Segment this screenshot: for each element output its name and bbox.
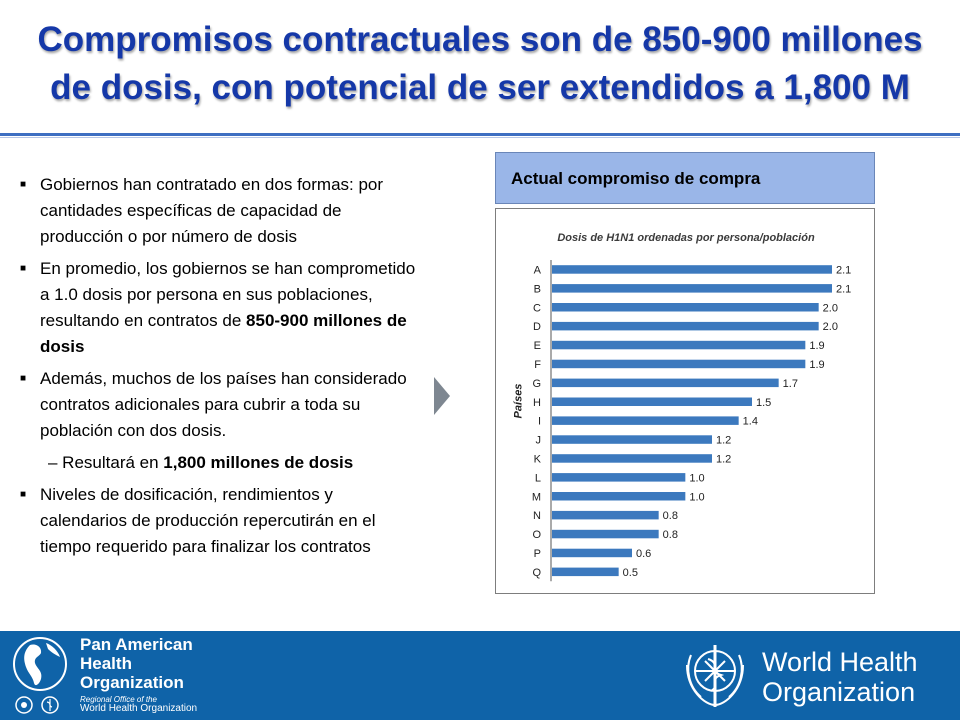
title-divider-light <box>0 137 960 138</box>
value-label: 0.6 <box>636 548 651 560</box>
value-label: 1.9 <box>809 340 824 352</box>
who-name: World Health Organization <box>762 647 918 707</box>
value-label: 1.7 <box>783 378 798 390</box>
value-label: 1.2 <box>716 435 731 447</box>
value-label: 0.5 <box>623 567 638 579</box>
value-label: 1.2 <box>716 453 731 465</box>
value-label: 1.4 <box>743 416 758 428</box>
paho-seal-icon <box>15 696 33 714</box>
title-line-1: Compromisos contractuales son de 850-900… <box>37 20 923 59</box>
bar <box>552 548 632 558</box>
who-emblem-icon <box>686 645 744 707</box>
category-label: C <box>533 302 541 314</box>
bar <box>552 435 712 444</box>
value-label: 2.1 <box>836 283 851 295</box>
bullet-item: ■ En promedio, los gobiernos se han comp… <box>20 256 420 360</box>
bar <box>552 454 712 463</box>
panel-header: Actual compromiso de compra <box>495 152 875 204</box>
value-label: 0.8 <box>663 510 678 522</box>
bullet-item: ■ Niveles de dosificación, rendimientos … <box>20 482 420 560</box>
category-label: N <box>533 510 541 522</box>
value-label: 1.9 <box>809 359 824 371</box>
chart-panel: Dosis de H1N1 ordenadas por persona/pobl… <box>495 208 875 594</box>
bar-chart: A 2.1 B 2.1 C 2.0 D 2.0 E 1.9 F 1.9 G 1.7 H 1.5 I 1.4 J 1.2… <box>532 260 851 582</box>
footer-bar: Pan American Health Organization Regiona… <box>0 631 960 720</box>
slide-title: Compromisos contractuales son de 850-900… <box>0 16 960 112</box>
category-label: K <box>534 453 542 465</box>
value-label: 1.0 <box>689 472 704 484</box>
bar <box>552 284 832 293</box>
category-label: J <box>536 435 542 447</box>
category-label: F <box>534 359 541 371</box>
bullet-item: ■ Además, muchos de los países han consi… <box>20 366 420 444</box>
square-bullet-icon: ■ <box>20 373 27 384</box>
value-label: 2.1 <box>836 264 851 276</box>
sub-bullet-item: – Resultará en 1,800 millones de dosis <box>48 453 354 472</box>
bar <box>552 303 819 312</box>
title-divider <box>0 133 960 136</box>
category-label: P <box>534 548 541 560</box>
bar <box>552 567 619 577</box>
category-label: M <box>532 491 541 503</box>
bar <box>552 359 806 369</box>
category-label: G <box>532 378 541 390</box>
category-label: Q <box>532 567 541 579</box>
value-label: 2.0 <box>823 302 838 314</box>
paho-name: Pan American Health Organization <box>80 635 193 692</box>
globe-icon <box>13 637 67 691</box>
category-label: L <box>535 472 541 484</box>
square-bullet-icon: ■ <box>20 489 27 500</box>
bar <box>552 492 686 501</box>
bullet-item: ■ Gobiernos han contratado en dos formas… <box>20 172 420 250</box>
bar <box>552 473 686 482</box>
bar <box>552 321 819 331</box>
bar <box>552 416 739 425</box>
category-label: B <box>534 283 541 295</box>
category-label: H <box>533 397 541 409</box>
bullet-list: ■ Gobiernos han contratado en dos formas… <box>20 172 420 566</box>
category-label: O <box>532 529 541 541</box>
bar <box>552 265 832 274</box>
value-label: 1.0 <box>689 491 704 503</box>
who-seal-small-icon <box>41 696 59 714</box>
value-label: 0.8 <box>663 529 678 541</box>
category-label: I <box>538 416 541 428</box>
category-label: A <box>534 264 542 276</box>
category-label: E <box>534 340 541 352</box>
chart-title: Dosis de H1N1 ordenadas por persona/pobl… <box>557 232 815 244</box>
bar <box>552 340 806 350</box>
bar <box>552 378 779 388</box>
arrow-right-icon <box>434 377 450 415</box>
bar <box>552 397 752 406</box>
square-bullet-icon: ■ <box>20 263 27 274</box>
title-line-2: de dosis, con potencial de ser extendido… <box>50 68 910 107</box>
value-label: 2.0 <box>823 321 838 333</box>
bar <box>552 529 659 539</box>
paho-subtitle: Regional Office of the World Health Orga… <box>80 695 198 714</box>
panel-header-label: Actual compromiso de compra <box>511 169 761 188</box>
value-label: 1.5 <box>756 397 771 409</box>
square-bullet-icon: ■ <box>20 179 27 190</box>
bar <box>552 510 659 520</box>
category-label: D <box>533 321 541 333</box>
